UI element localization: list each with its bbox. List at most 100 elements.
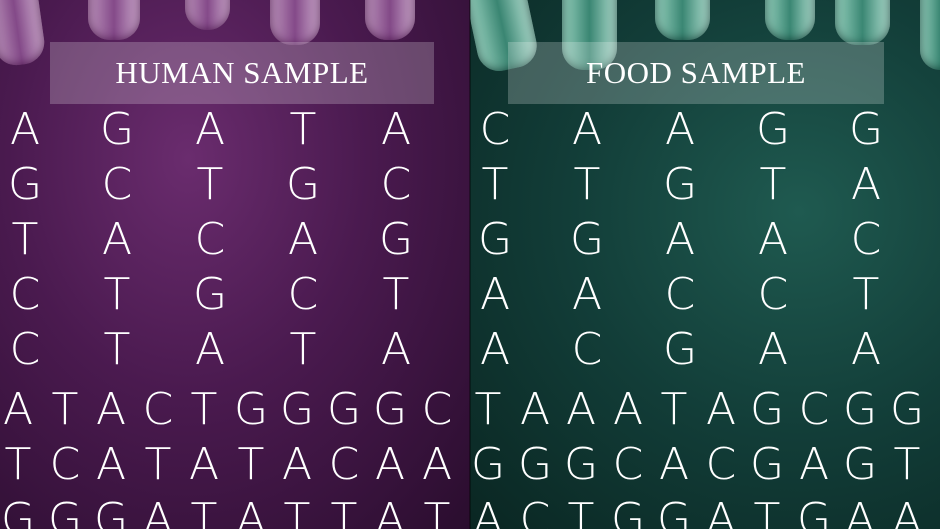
dna-base-letter: T bbox=[103, 324, 131, 375]
bacteria-rod bbox=[765, 0, 815, 40]
dna-base-letter: A bbox=[612, 384, 644, 435]
dna-base-letter: A bbox=[374, 439, 406, 490]
dna-base-letter: T bbox=[481, 159, 509, 210]
dna-base-letter: A bbox=[658, 439, 690, 490]
dna-base-letter: T bbox=[753, 494, 781, 529]
dna-base-letter: G bbox=[755, 104, 791, 155]
dna-base-letter: T bbox=[4, 439, 32, 490]
dna-base-letter: G bbox=[569, 214, 605, 265]
dna-base-letter: T bbox=[423, 494, 451, 529]
dna-base-letter: G bbox=[326, 384, 362, 435]
dna-base-letter: A bbox=[705, 384, 737, 435]
dna-base-letter: G bbox=[848, 104, 884, 155]
dna-base-letter: C bbox=[421, 384, 453, 435]
dna-base-letter: A bbox=[380, 324, 412, 375]
dna-base-letter: A bbox=[287, 214, 319, 265]
dna-base-letter: G bbox=[610, 494, 646, 529]
dna-base-letter: A bbox=[850, 159, 882, 210]
dna-base-letter: G bbox=[749, 439, 785, 490]
dna-base-letter: T bbox=[196, 159, 224, 210]
dna-base-letter: T bbox=[289, 324, 317, 375]
dna-base-letter: C bbox=[664, 269, 696, 320]
bacteria-rod bbox=[365, 0, 415, 40]
dna-base-letter: A bbox=[757, 214, 789, 265]
dna-base-letter: G bbox=[470, 439, 506, 490]
bacteria-rod bbox=[88, 0, 140, 40]
dna-base-letter: G bbox=[477, 214, 513, 265]
human-sample-label: HUMAN SAMPLE bbox=[50, 42, 434, 104]
dna-base-letter: A bbox=[380, 104, 412, 155]
dna-base-letter: A bbox=[95, 384, 127, 435]
dna-base-letter: A bbox=[891, 494, 923, 529]
dna-base-letter: T bbox=[237, 439, 265, 490]
dna-base-letter: T bbox=[51, 384, 79, 435]
dna-base-letter: A bbox=[519, 384, 551, 435]
dna-base-letter: A bbox=[194, 104, 226, 155]
dna-base-letter: G bbox=[749, 384, 785, 435]
dna-base-letter: A bbox=[844, 494, 876, 529]
dna-base-letter: G bbox=[656, 494, 692, 529]
dna-base-letter: G bbox=[372, 384, 408, 435]
dna-base-letter: T bbox=[852, 269, 880, 320]
dna-base-letter: C bbox=[142, 384, 174, 435]
dna-base-letter: A bbox=[101, 214, 133, 265]
dna-base-letter: T bbox=[283, 494, 311, 529]
dna-base-letter: T bbox=[759, 159, 787, 210]
dna-base-letter: A bbox=[565, 384, 597, 435]
dna-base-letter: C bbox=[194, 214, 226, 265]
dna-base-letter: G bbox=[662, 324, 698, 375]
dna-base-letter: C bbox=[287, 269, 319, 320]
dna-base-letter: T bbox=[474, 384, 502, 435]
dna-base-letter: G bbox=[0, 494, 36, 529]
dna-base-letter: T bbox=[144, 439, 172, 490]
dna-base-letter: G bbox=[285, 159, 321, 210]
dna-base-letter: C bbox=[571, 324, 603, 375]
dna-base-letter: A bbox=[9, 104, 41, 155]
food-sample-label: FOOD SAMPLE bbox=[508, 42, 884, 104]
panel-divider bbox=[469, 0, 471, 529]
dna-base-letter: G bbox=[842, 384, 878, 435]
dna-base-letter: C bbox=[328, 439, 360, 490]
dna-base-letter: A bbox=[571, 104, 603, 155]
dna-base-letter: T bbox=[11, 214, 39, 265]
bacteria-rod bbox=[655, 0, 710, 40]
dna-base-letter: T bbox=[573, 159, 601, 210]
dna-base-letter: T bbox=[103, 269, 131, 320]
bacteria-rod bbox=[835, 0, 890, 45]
dna-base-letter: T bbox=[567, 494, 595, 529]
dna-base-letter: G bbox=[99, 104, 135, 155]
dna-base-letter: A bbox=[479, 269, 511, 320]
dna-base-letter: A bbox=[188, 439, 220, 490]
dna-base-letter: C bbox=[612, 439, 644, 490]
bacteria-rod bbox=[270, 0, 320, 45]
dna-base-letter: A bbox=[664, 214, 696, 265]
dna-base-letter: C bbox=[49, 439, 81, 490]
dna-base-letter: T bbox=[330, 494, 358, 529]
dna-base-letter: T bbox=[190, 384, 218, 435]
dna-base-letter: A bbox=[571, 269, 603, 320]
dna-base-letter: A bbox=[2, 384, 34, 435]
dna-base-letter: C bbox=[850, 214, 882, 265]
dna-base-letter: G bbox=[192, 269, 228, 320]
dna-base-letter: G bbox=[889, 384, 925, 435]
dna-base-letter: G bbox=[662, 159, 698, 210]
dna-base-letter: A bbox=[281, 439, 313, 490]
dna-base-letter: T bbox=[190, 494, 218, 529]
dna-base-letter: A bbox=[757, 324, 789, 375]
dna-base-letter: G bbox=[563, 439, 599, 490]
dna-base-letter: C bbox=[9, 324, 41, 375]
dna-base-letter: C bbox=[798, 384, 830, 435]
dna-base-letter: T bbox=[893, 439, 921, 490]
dna-base-letter: A bbox=[850, 324, 882, 375]
dna-base-letter: A bbox=[479, 324, 511, 375]
dna-base-letter: G bbox=[796, 494, 832, 529]
dna-base-letter: C bbox=[757, 269, 789, 320]
dna-base-letter: G bbox=[378, 214, 414, 265]
dna-base-letter: G bbox=[517, 439, 553, 490]
dna-base-letter: C bbox=[519, 494, 551, 529]
dna-base-letter: T bbox=[382, 269, 410, 320]
dna-base-letter: A bbox=[142, 494, 174, 529]
dna-base-letter: T bbox=[660, 384, 688, 435]
bacteria-rod bbox=[185, 0, 230, 30]
